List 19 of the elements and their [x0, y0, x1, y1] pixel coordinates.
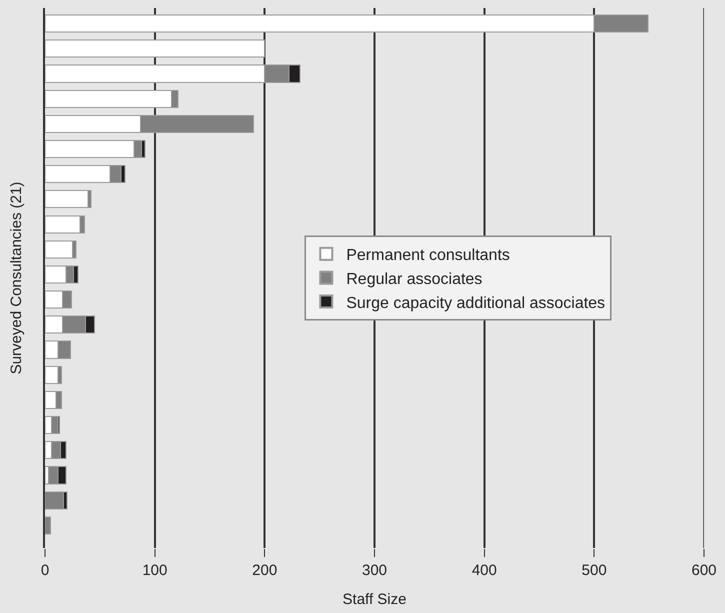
- bar: [45, 40, 266, 58]
- legend-label: Permanent consultants: [346, 247, 510, 264]
- bar: [45, 215, 81, 234]
- x-tick-label: 0: [40, 562, 50, 579]
- x-tick-label: 400: [472, 562, 497, 579]
- bar: [45, 240, 73, 258]
- y-axis-title: Surveyed Consultancies (21): [8, 182, 25, 374]
- x-tick-label: 300: [362, 562, 388, 579]
- bar: [45, 516, 51, 534]
- bar: [45, 366, 59, 384]
- legend-label: Surge capacity additional associates: [346, 294, 606, 312]
- x-tick-label: 600: [691, 562, 717, 579]
- x-axis-title: Staff Size: [342, 591, 406, 608]
- bar: [45, 190, 88, 208]
- x-tick-label: 100: [142, 562, 168, 579]
- x-tick-label: 200: [252, 562, 278, 579]
- legend-label: Regular associates: [346, 270, 482, 288]
- x-tick-label: 500: [582, 562, 607, 579]
- bar: [45, 491, 64, 510]
